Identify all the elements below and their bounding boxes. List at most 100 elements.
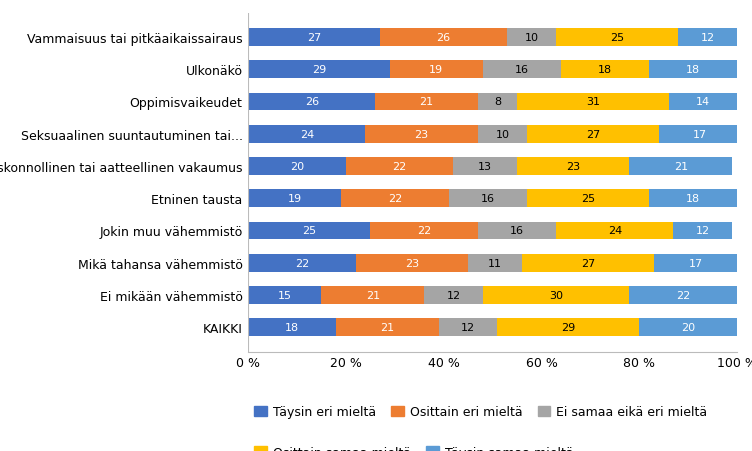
- Bar: [517, 158, 629, 175]
- Bar: [248, 222, 370, 240]
- Bar: [375, 93, 478, 111]
- Text: 21: 21: [674, 161, 688, 171]
- Text: 12: 12: [447, 290, 460, 300]
- Text: 23: 23: [414, 129, 429, 139]
- Bar: [669, 93, 737, 111]
- Text: 22: 22: [295, 258, 309, 268]
- Text: 27: 27: [586, 129, 600, 139]
- Text: 20: 20: [681, 322, 695, 332]
- Text: 19: 19: [429, 65, 444, 75]
- Text: 25: 25: [581, 194, 595, 204]
- Bar: [629, 286, 737, 304]
- Text: 29: 29: [561, 322, 575, 332]
- Text: 24: 24: [300, 129, 314, 139]
- Text: 22: 22: [393, 161, 407, 171]
- Bar: [498, 319, 639, 336]
- Text: 18: 18: [686, 65, 700, 75]
- Bar: [248, 61, 390, 79]
- Bar: [248, 254, 356, 272]
- Text: 8: 8: [494, 97, 501, 107]
- Text: 16: 16: [510, 226, 524, 236]
- Bar: [556, 222, 674, 240]
- Bar: [341, 190, 448, 207]
- Bar: [453, 158, 517, 175]
- Bar: [248, 286, 322, 304]
- Text: 27: 27: [581, 258, 595, 268]
- Text: 25: 25: [610, 33, 624, 43]
- Bar: [673, 222, 732, 240]
- Text: 18: 18: [686, 194, 700, 204]
- Bar: [649, 61, 737, 79]
- Bar: [522, 254, 654, 272]
- Text: 12: 12: [461, 322, 475, 332]
- Bar: [678, 29, 737, 46]
- Text: 16: 16: [481, 194, 495, 204]
- Bar: [248, 93, 375, 111]
- Text: 15: 15: [277, 290, 292, 300]
- Text: 22: 22: [676, 290, 690, 300]
- Text: 14: 14: [696, 97, 710, 107]
- Bar: [248, 125, 365, 143]
- Text: 29: 29: [312, 65, 326, 75]
- Text: 22: 22: [388, 194, 402, 204]
- Bar: [561, 61, 649, 79]
- Text: 17: 17: [693, 129, 708, 139]
- Text: 10: 10: [525, 33, 538, 43]
- Text: 12: 12: [696, 226, 710, 236]
- Text: 20: 20: [290, 161, 304, 171]
- Text: 30: 30: [549, 290, 563, 300]
- Bar: [654, 254, 737, 272]
- Bar: [439, 319, 498, 336]
- Text: 21: 21: [365, 290, 380, 300]
- Bar: [336, 319, 439, 336]
- Bar: [248, 158, 346, 175]
- Bar: [659, 125, 741, 143]
- Text: 25: 25: [302, 226, 317, 236]
- Bar: [468, 254, 522, 272]
- Bar: [248, 29, 381, 46]
- Bar: [517, 93, 669, 111]
- Text: 18: 18: [285, 322, 299, 332]
- Text: 26: 26: [437, 33, 450, 43]
- Bar: [346, 158, 453, 175]
- Text: 11: 11: [488, 258, 502, 268]
- Text: 21: 21: [381, 322, 395, 332]
- Bar: [556, 29, 678, 46]
- Text: 24: 24: [608, 226, 622, 236]
- Bar: [365, 125, 478, 143]
- Text: 31: 31: [586, 97, 600, 107]
- Bar: [483, 61, 561, 79]
- Text: 18: 18: [598, 65, 612, 75]
- Bar: [629, 158, 732, 175]
- Bar: [483, 286, 629, 304]
- Text: 27: 27: [307, 33, 321, 43]
- Bar: [248, 190, 341, 207]
- Bar: [649, 190, 737, 207]
- Text: 13: 13: [478, 161, 493, 171]
- Bar: [390, 61, 483, 79]
- Bar: [448, 190, 526, 207]
- Bar: [424, 286, 483, 304]
- Text: 21: 21: [420, 97, 434, 107]
- Bar: [527, 190, 649, 207]
- Bar: [508, 29, 556, 46]
- Text: 22: 22: [417, 226, 431, 236]
- Text: 23: 23: [405, 258, 419, 268]
- Text: 26: 26: [305, 97, 319, 107]
- Text: 17: 17: [688, 258, 702, 268]
- Bar: [478, 93, 517, 111]
- Bar: [356, 254, 468, 272]
- Text: 12: 12: [701, 33, 714, 43]
- Bar: [322, 286, 424, 304]
- Text: 10: 10: [496, 129, 509, 139]
- Bar: [478, 125, 527, 143]
- Text: 19: 19: [287, 194, 302, 204]
- Legend: Osittain samaa mieltä, Täysin samaa mieltä: Osittain samaa mieltä, Täysin samaa miel…: [254, 446, 574, 451]
- Text: 16: 16: [515, 65, 529, 75]
- Bar: [639, 319, 737, 336]
- Bar: [381, 29, 508, 46]
- Text: 23: 23: [566, 161, 581, 171]
- Bar: [370, 222, 478, 240]
- Bar: [527, 125, 659, 143]
- Bar: [478, 222, 556, 240]
